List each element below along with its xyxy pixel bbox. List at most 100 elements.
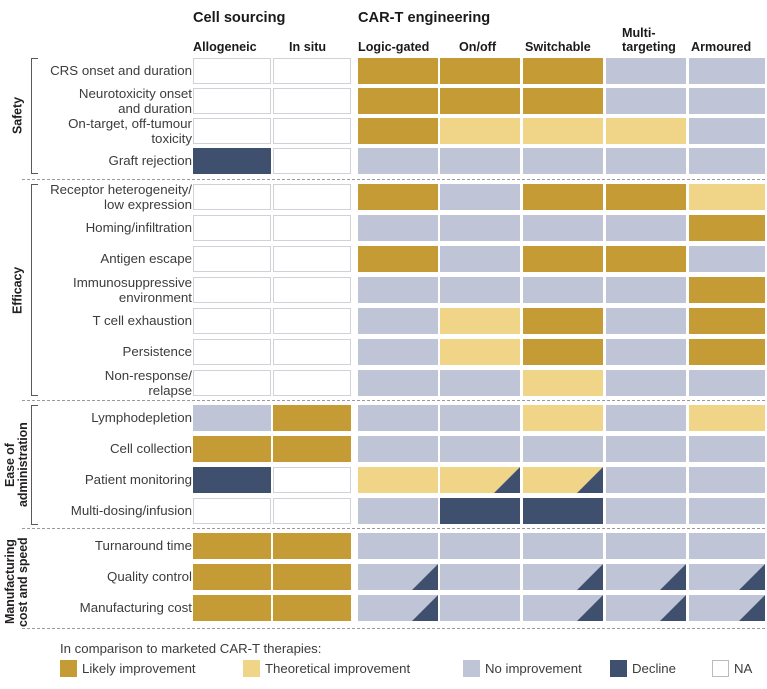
matrix-cell[interactable] (689, 498, 765, 524)
matrix-cell[interactable] (606, 498, 686, 524)
matrix-cell[interactable] (523, 118, 603, 144)
matrix-cell[interactable] (523, 58, 603, 84)
matrix-cell[interactable] (193, 533, 271, 559)
matrix-cell[interactable] (273, 436, 351, 462)
matrix-cell[interactable] (193, 339, 271, 365)
matrix-cell[interactable] (689, 467, 765, 493)
matrix-cell[interactable] (689, 533, 765, 559)
matrix-cell[interactable] (273, 246, 351, 272)
matrix-cell[interactable] (440, 533, 520, 559)
legend-item-decline[interactable]: Decline (610, 660, 676, 677)
matrix-cell[interactable] (523, 148, 603, 174)
matrix-cell[interactable] (606, 436, 686, 462)
matrix-cell[interactable] (273, 277, 351, 303)
matrix-cell[interactable] (273, 184, 351, 210)
matrix-cell[interactable] (273, 118, 351, 144)
matrix-cell[interactable] (523, 436, 603, 462)
matrix-cell[interactable] (358, 148, 438, 174)
matrix-cell[interactable] (606, 339, 686, 365)
legend-item-theoretical[interactable]: Theoretical improvement (243, 660, 410, 677)
matrix-cell[interactable] (273, 467, 351, 493)
matrix-cell[interactable] (273, 215, 351, 241)
matrix-cell[interactable] (193, 436, 271, 462)
matrix-cell[interactable] (523, 88, 603, 114)
matrix-cell[interactable] (358, 215, 438, 241)
matrix-cell[interactable] (523, 370, 603, 396)
matrix-cell[interactable] (440, 308, 520, 334)
matrix-cell[interactable] (606, 564, 686, 590)
matrix-cell[interactable] (273, 339, 351, 365)
matrix-cell[interactable] (358, 436, 438, 462)
matrix-cell[interactable] (606, 533, 686, 559)
matrix-cell[interactable] (606, 215, 686, 241)
matrix-cell[interactable] (689, 564, 765, 590)
matrix-cell[interactable] (689, 246, 765, 272)
matrix-cell[interactable] (358, 339, 438, 365)
matrix-cell[interactable] (193, 88, 271, 114)
matrix-cell[interactable] (689, 88, 765, 114)
matrix-cell[interactable] (358, 370, 438, 396)
matrix-cell[interactable] (440, 405, 520, 431)
legend-item-na[interactable]: NA (712, 660, 752, 677)
matrix-cell[interactable] (440, 88, 520, 114)
matrix-cell[interactable] (193, 564, 271, 590)
matrix-cell[interactable] (523, 215, 603, 241)
matrix-cell[interactable] (273, 88, 351, 114)
matrix-cell[interactable] (523, 277, 603, 303)
matrix-cell[interactable] (358, 88, 438, 114)
matrix-cell[interactable] (523, 533, 603, 559)
matrix-cell[interactable] (193, 308, 271, 334)
matrix-cell[interactable] (440, 467, 520, 493)
matrix-cell[interactable] (440, 564, 520, 590)
matrix-cell[interactable] (358, 277, 438, 303)
matrix-cell[interactable] (440, 246, 520, 272)
matrix-cell[interactable] (606, 308, 686, 334)
matrix-cell[interactable] (689, 405, 765, 431)
matrix-cell[interactable] (193, 58, 271, 84)
matrix-cell[interactable] (606, 88, 686, 114)
matrix-cell[interactable] (689, 148, 765, 174)
matrix-cell[interactable] (689, 370, 765, 396)
matrix-cell[interactable] (440, 595, 520, 621)
matrix-cell[interactable] (440, 148, 520, 174)
matrix-cell[interactable] (273, 564, 351, 590)
matrix-cell[interactable] (193, 184, 271, 210)
matrix-cell[interactable] (523, 498, 603, 524)
matrix-cell[interactable] (358, 533, 438, 559)
matrix-cell[interactable] (440, 215, 520, 241)
matrix-cell[interactable] (523, 308, 603, 334)
matrix-cell[interactable] (689, 118, 765, 144)
matrix-cell[interactable] (193, 467, 271, 493)
matrix-cell[interactable] (358, 564, 438, 590)
matrix-cell[interactable] (193, 405, 271, 431)
matrix-cell[interactable] (523, 246, 603, 272)
matrix-cell[interactable] (193, 277, 271, 303)
matrix-cell[interactable] (358, 184, 438, 210)
matrix-cell[interactable] (606, 595, 686, 621)
matrix-cell[interactable] (523, 405, 603, 431)
matrix-cell[interactable] (440, 118, 520, 144)
matrix-cell[interactable] (440, 436, 520, 462)
matrix-cell[interactable] (273, 370, 351, 396)
matrix-cell[interactable] (358, 498, 438, 524)
matrix-cell[interactable] (606, 277, 686, 303)
matrix-cell[interactable] (689, 184, 765, 210)
matrix-cell[interactable] (606, 405, 686, 431)
matrix-cell[interactable] (358, 405, 438, 431)
matrix-cell[interactable] (440, 58, 520, 84)
matrix-cell[interactable] (523, 339, 603, 365)
matrix-cell[interactable] (689, 595, 765, 621)
matrix-cell[interactable] (193, 595, 271, 621)
matrix-cell[interactable] (358, 467, 438, 493)
matrix-cell[interactable] (193, 498, 271, 524)
matrix-cell[interactable] (689, 339, 765, 365)
matrix-cell[interactable] (440, 184, 520, 210)
matrix-cell[interactable] (358, 308, 438, 334)
matrix-cell[interactable] (358, 595, 438, 621)
matrix-cell[interactable] (523, 595, 603, 621)
matrix-cell[interactable] (689, 58, 765, 84)
matrix-cell[interactable] (689, 308, 765, 334)
matrix-cell[interactable] (523, 184, 603, 210)
matrix-cell[interactable] (606, 184, 686, 210)
matrix-cell[interactable] (273, 58, 351, 84)
